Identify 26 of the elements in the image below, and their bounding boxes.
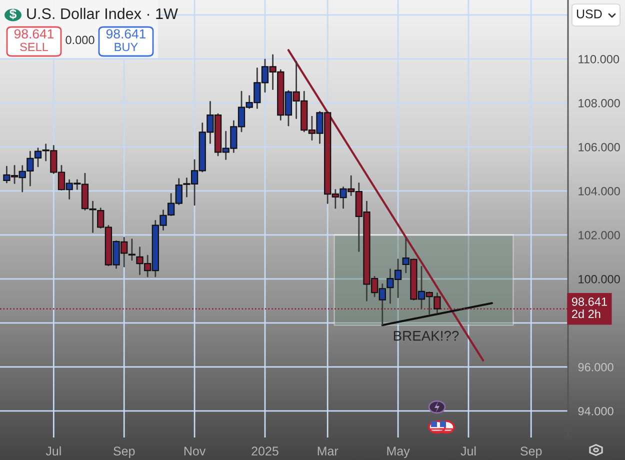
candlestick (128, 238, 136, 261)
x-tick-label: 2025 (252, 446, 278, 456)
x-tick-label: Nov (184, 446, 206, 456)
annotation: 98.641 (106, 29, 146, 39)
y-tick-label: 106.000 (578, 142, 620, 152)
annotation: 0.000 (66, 36, 94, 44)
x-tick-label: May (387, 446, 410, 458)
x-tick-label: Mar (318, 446, 338, 456)
y-tick-label: 110.000 (578, 54, 620, 64)
annotation: $ (10, 8, 16, 20)
x-tick-label: Sep (114, 446, 135, 458)
x-tick-label: Jul (460, 446, 476, 456)
x-tick-label: Sep (520, 446, 542, 458)
ref-line-label: 98.641 2d 2h (572, 298, 607, 318)
y-tick-label: 96.000 (578, 362, 614, 372)
annotation: 98.641 (14, 29, 54, 39)
y-tick-label: 104.000 (578, 186, 620, 196)
chart-title: U.S. Dollar Index · 1W (27, 8, 178, 20)
annotation: BUY (114, 42, 138, 52)
text: USD (576, 10, 602, 18)
y-tick-label: 102.000 (578, 230, 620, 240)
y-tick-label: 94.000 (578, 406, 614, 416)
y-tick-label: 108.000 (578, 98, 620, 108)
y-tick-label: 100.000 (578, 274, 620, 284)
x-tick-label: Jul (46, 446, 61, 456)
annotation: SELL (20, 42, 48, 52)
